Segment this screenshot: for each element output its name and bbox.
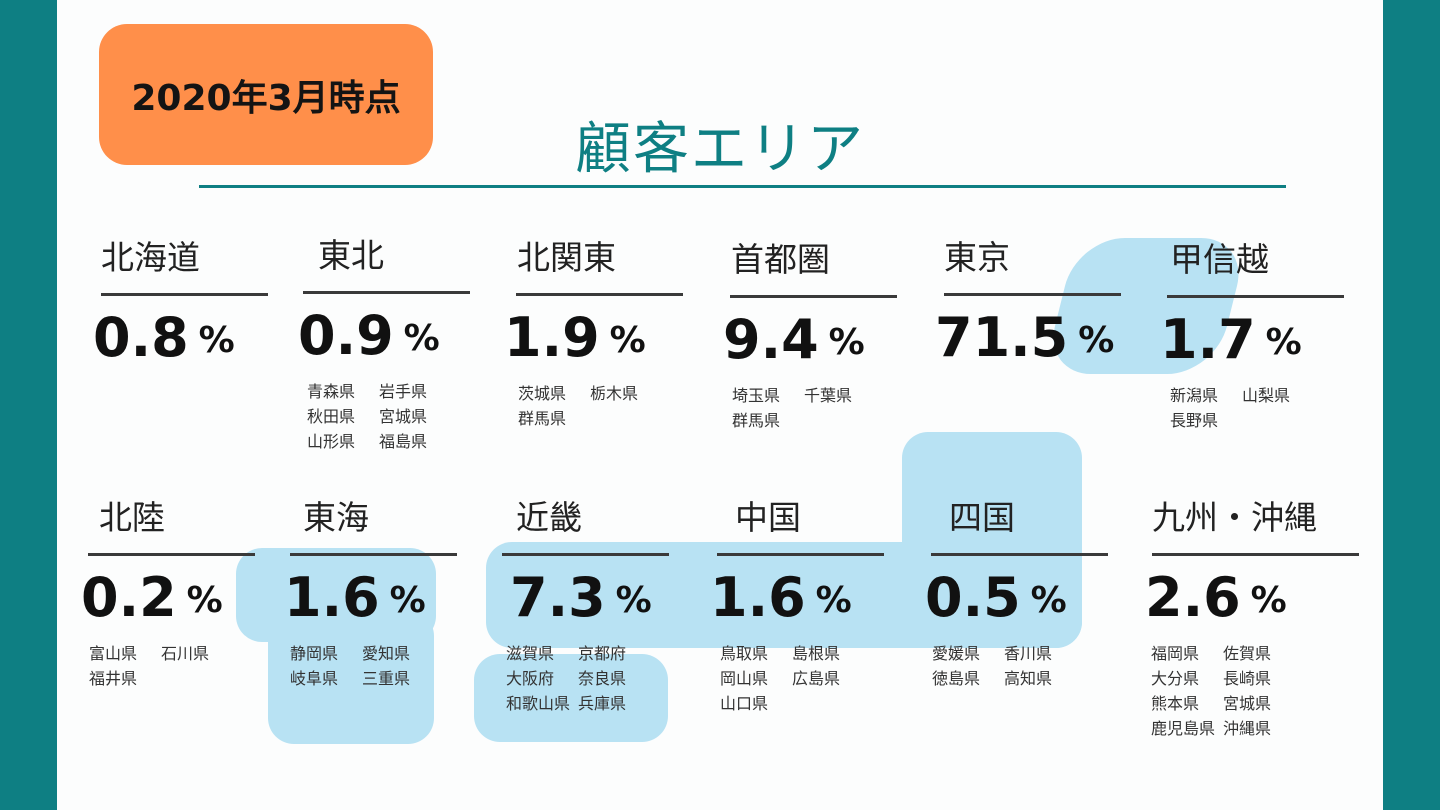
prefecture-name: 和歌山県 xyxy=(506,694,571,713)
prefecture-name: 山梨県 xyxy=(1242,386,1291,405)
prefecture-name: 福島県 xyxy=(379,432,428,451)
prefecture-name: 沖縄県 xyxy=(1223,719,1272,738)
region-name: 中国 xyxy=(735,498,801,537)
region-percent: 0.8% xyxy=(93,306,235,369)
region-name: 東北 xyxy=(318,236,384,275)
prefecture-list: 青森県 岩手県秋田県 宮城県山形県 福島県 xyxy=(307,381,467,453)
prefecture-name: 徳島県 xyxy=(932,669,981,688)
page-title: 顧客エリア xyxy=(575,117,865,182)
prefecture-name: 佐賀県 xyxy=(1223,644,1272,663)
prefecture-list: 鳥取県 島根県岡山県 広島県山口県 xyxy=(720,643,880,715)
prefecture-list: 滋賀県 京都府大阪府 奈良県 和歌山県 兵庫県 xyxy=(506,643,666,715)
prefecture-name: 埼玉県 xyxy=(732,386,781,405)
prefecture-list: 富山県 石川県福井県 xyxy=(89,643,249,690)
region-divider xyxy=(1152,553,1359,556)
prefecture-name: 鳥取県 xyxy=(720,644,769,663)
region-percent: 9.4% xyxy=(723,308,865,371)
region-name: 九州・沖縄 xyxy=(1152,498,1317,537)
region-divider xyxy=(944,293,1121,296)
region-divider xyxy=(1167,295,1344,298)
region-percent: 7.3% xyxy=(510,566,652,629)
prefecture-name: 愛媛県 xyxy=(932,644,981,663)
region-percent: 1.7% xyxy=(1160,308,1302,371)
region-divider xyxy=(516,293,683,296)
region-name: 首都圏 xyxy=(731,240,830,279)
region-name: 東海 xyxy=(303,498,369,537)
prefecture-name: 大分県 xyxy=(1151,669,1200,688)
title-underline xyxy=(199,185,1286,188)
prefecture-name: 栃木県 xyxy=(590,384,639,403)
region-percent: 0.5% xyxy=(925,566,1067,629)
prefecture-name: 岐阜県 xyxy=(290,669,339,688)
region-divider xyxy=(303,291,470,294)
prefecture-name: 滋賀県 xyxy=(506,644,555,663)
prefecture-name: 山形県 xyxy=(307,432,356,451)
region-name: 近畿 xyxy=(516,498,582,537)
region-name: 北関東 xyxy=(517,238,616,277)
prefecture-name: 愛知県 xyxy=(362,644,411,663)
prefecture-name: 静岡県 xyxy=(290,644,339,663)
prefecture-name: 茨城県 xyxy=(518,384,567,403)
kinki-prefecture-highlight xyxy=(474,654,668,742)
prefecture-name: 高知県 xyxy=(1004,669,1053,688)
region-percent: 0.9% xyxy=(298,304,440,367)
prefecture-list: 新潟県 山梨県長野県 xyxy=(1170,385,1330,432)
prefecture-name: 広島県 xyxy=(792,669,841,688)
tokai-prefecture-highlight xyxy=(268,610,434,744)
region-name: 東京 xyxy=(944,238,1010,277)
prefecture-name: 群馬県 xyxy=(518,409,567,428)
prefecture-name: 秋田県 xyxy=(307,407,356,426)
prefecture-name: 三重県 xyxy=(362,669,411,688)
kinki-chugoku-shikoku-highlight xyxy=(486,542,1082,648)
prefecture-name: 京都府 xyxy=(578,644,627,663)
prefecture-name: 島根県 xyxy=(792,644,841,663)
prefecture-list: 愛媛県 香川県徳島県 高知県 xyxy=(932,643,1092,690)
prefecture-list: 埼玉県 千葉県群馬県 xyxy=(732,385,892,432)
region-percent: 1.6% xyxy=(284,566,426,629)
region-percent: 71.5% xyxy=(935,306,1115,369)
prefecture-name: 富山県 xyxy=(89,644,138,663)
region-divider xyxy=(931,553,1108,556)
region-percent: 1.9% xyxy=(504,306,646,369)
prefecture-name: 千葉県 xyxy=(804,386,853,405)
prefecture-list: 茨城県 栃木県群馬県 xyxy=(518,383,678,430)
region-name: 北陸 xyxy=(99,498,165,537)
region-divider xyxy=(502,553,669,556)
region-name: 甲信越 xyxy=(1170,240,1269,279)
prefecture-name: 兵庫県 xyxy=(578,694,627,713)
prefecture-name: 熊本県 xyxy=(1151,694,1200,713)
prefecture-list: 福岡県 佐賀県大分県 長崎県熊本県 宮城県 鹿児島県 沖縄県 xyxy=(1151,643,1311,740)
prefecture-list: 静岡県 愛知県岐阜県 三重県 xyxy=(290,643,450,690)
prefecture-name: 青森県 xyxy=(307,382,356,401)
prefecture-name: 大阪府 xyxy=(506,669,555,688)
prefecture-name: 群馬県 xyxy=(732,411,781,430)
prefecture-name: 宮城県 xyxy=(379,407,428,426)
prefecture-name: 山口県 xyxy=(720,694,769,713)
region-divider xyxy=(730,295,897,298)
prefecture-name: 岩手県 xyxy=(379,382,428,401)
region-percent: 1.6% xyxy=(710,566,852,629)
region-divider xyxy=(88,553,255,556)
date-badge: 2020年3月時点 xyxy=(99,24,433,165)
prefecture-name: 宮城県 xyxy=(1223,694,1272,713)
prefecture-name: 岡山県 xyxy=(720,669,769,688)
prefecture-name: 新潟県 xyxy=(1170,386,1219,405)
prefecture-name: 福井県 xyxy=(89,669,138,688)
prefecture-name: 石川県 xyxy=(161,644,210,663)
region-percent: 2.6% xyxy=(1145,566,1287,629)
prefecture-name: 長崎県 xyxy=(1223,669,1272,688)
prefecture-name: 福岡県 xyxy=(1151,644,1200,663)
region-divider xyxy=(290,553,457,556)
prefecture-name: 奈良県 xyxy=(578,669,627,688)
prefecture-name: 長野県 xyxy=(1170,411,1219,430)
prefecture-name: 鹿児島県 xyxy=(1151,719,1216,738)
region-divider xyxy=(101,293,268,296)
region-percent: 0.2% xyxy=(81,566,223,629)
prefecture-name: 香川県 xyxy=(1004,644,1053,663)
region-name: 四国 xyxy=(949,498,1015,537)
region-divider xyxy=(717,553,884,556)
region-name: 北海道 xyxy=(101,238,200,277)
